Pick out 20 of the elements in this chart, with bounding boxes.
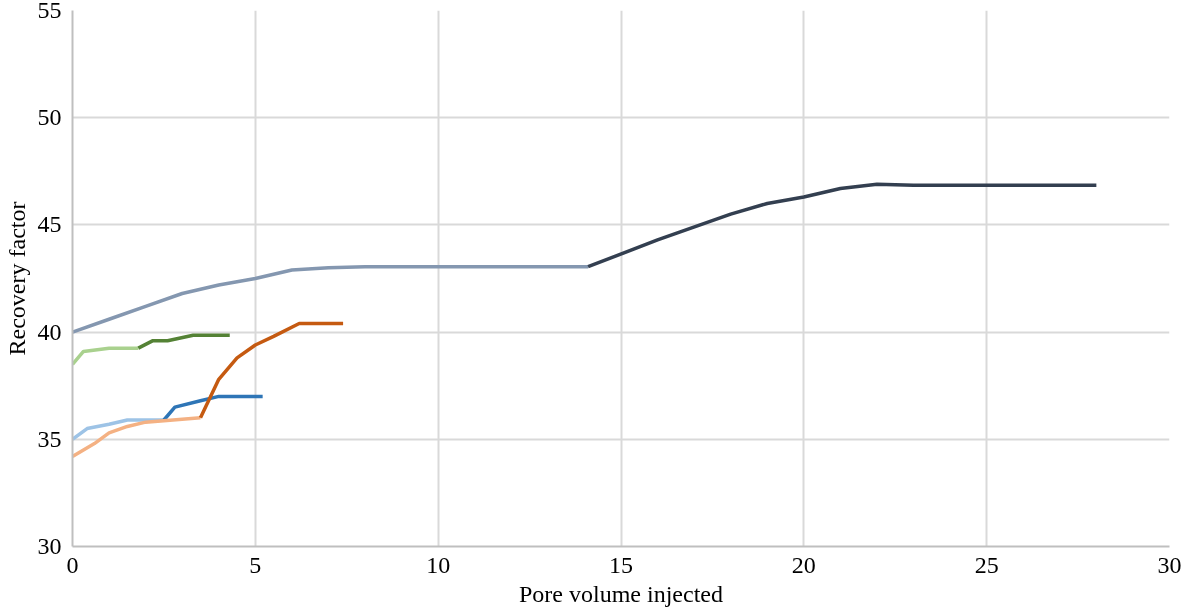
line-series	[162, 394, 265, 422]
y-tick-label: 30	[37, 533, 62, 559]
y-tick-label: 40	[37, 318, 62, 345]
x-tick-label: 0	[66, 551, 79, 578]
x-axis-title: Pore volume injected	[519, 580, 723, 607]
line-series	[72, 416, 203, 459]
line-series	[586, 182, 1099, 269]
y-axis-title: Recovery factor	[3, 201, 30, 356]
x-tick-label: 5	[249, 551, 262, 578]
y-tick-label: 55	[37, 0, 62, 23]
y-tick-label: 45	[37, 211, 62, 238]
x-tick-label: 25	[974, 551, 999, 578]
y-tick-label: 35	[37, 425, 62, 452]
x-tick-label: 15	[609, 551, 633, 578]
line-series	[198, 321, 345, 420]
line-series	[72, 264, 590, 334]
x-tick-label: 20	[791, 551, 816, 578]
x-tick-label: 30	[1157, 551, 1182, 578]
x-tick-label: 10	[426, 551, 451, 578]
y-tick-label: 50	[37, 104, 62, 131]
